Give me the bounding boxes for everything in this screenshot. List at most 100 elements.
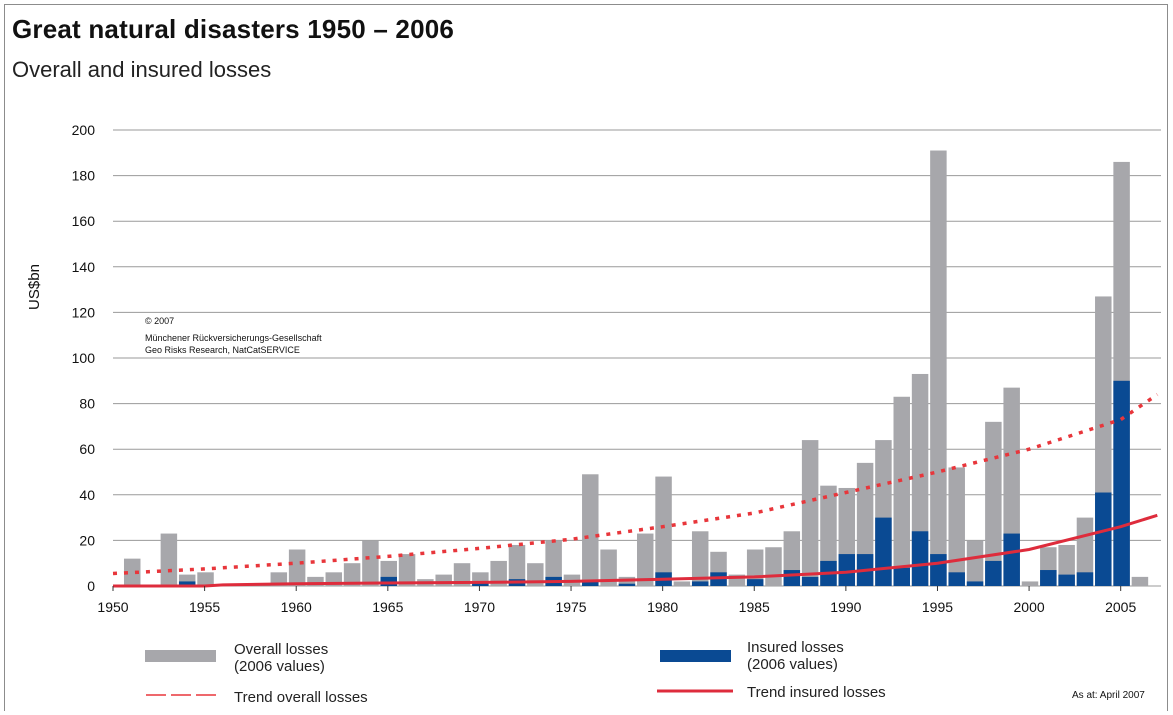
bar-insured <box>783 570 801 586</box>
bar-overall <box>178 574 196 586</box>
trend-insured-line <box>113 513 1158 588</box>
trend-lines <box>112 393 1159 588</box>
x-tick-label: 2005 <box>1105 599 1136 615</box>
y-tick-label: 200 <box>72 122 96 138</box>
bar-overall <box>197 572 214 586</box>
bar-overall <box>930 150 947 586</box>
bar-overall <box>398 554 416 586</box>
bar-insured <box>1095 492 1112 586</box>
bar-insured <box>618 583 636 586</box>
bar-overall <box>508 544 526 586</box>
legend-insured-line1: Insured losses <box>747 639 844 656</box>
bar-overall <box>985 421 1002 586</box>
bar-overall <box>673 581 691 586</box>
legend-insured-label: Insured losses (2006 values) <box>747 639 844 673</box>
y-tick-label: 20 <box>79 532 95 548</box>
chart-title: Great natural disasters 1950 – 2006 <box>12 14 455 44</box>
bar-overall <box>288 549 306 586</box>
x-tick-label: 1960 <box>281 599 312 615</box>
bar-insured <box>1003 533 1020 586</box>
legend-insured-swatch <box>660 650 731 662</box>
legend-overall-line2: (2006 values) <box>234 658 325 675</box>
bar-overall <box>490 560 507 586</box>
y-tick-labels: 0 20 40 60 80 100 120 140 160 180 200 <box>72 122 96 594</box>
copyright-publisher: Münchener Rückversicherungs-Gesellschaft <box>145 333 322 343</box>
as-at-note: As at: April 2007 <box>1072 690 1145 701</box>
bar-insured <box>893 567 910 586</box>
bar-insured <box>801 576 819 586</box>
legend-trend-insured-swatch <box>657 689 733 693</box>
x-tick-label: 1975 <box>555 599 586 615</box>
bar-insured <box>1076 572 1094 586</box>
bar-overall <box>948 467 965 586</box>
bar-insured <box>948 572 965 586</box>
y-tick-label: 60 <box>79 441 95 457</box>
y-tick-label: 0 <box>87 578 95 594</box>
bar-overall <box>1021 581 1039 586</box>
chart-frame <box>4 4 1168 711</box>
trend-overall-line <box>112 393 1159 576</box>
bar-insured <box>966 581 984 586</box>
legend-trend-insured-label: Trend insured losses <box>747 684 886 701</box>
legend-trend-overall-label: Trend overall losses <box>234 689 368 706</box>
bar-insured <box>582 581 599 586</box>
y-tick-label: 100 <box>72 350 96 366</box>
legend-trend-overall-swatch <box>146 694 216 696</box>
bar-insured <box>838 554 856 586</box>
y-tick-label: 40 <box>79 487 95 503</box>
bar-insured <box>930 554 947 586</box>
x-tick-label: 1970 <box>464 599 495 615</box>
x-tick-label: 1950 <box>97 599 128 615</box>
y-axis-label: US$bn <box>26 264 43 310</box>
legend-overall-line1: Overall losses <box>234 641 329 658</box>
x-tick-label: 1985 <box>739 599 770 615</box>
copyright-line: © 2007 <box>145 316 175 326</box>
bar-insured <box>1040 570 1057 586</box>
bar-overall <box>966 540 984 586</box>
bar-insured <box>911 531 929 586</box>
bar-overall <box>1131 576 1149 586</box>
copyright-source: Geo Risks Research, NatCatSERVICE <box>145 345 300 355</box>
bar-overall <box>307 576 324 586</box>
x-tick-label: 1995 <box>922 599 953 615</box>
bar-overall <box>362 540 379 586</box>
bar-insured <box>178 581 196 586</box>
bar-overall <box>435 574 452 586</box>
legend-overall-swatch <box>145 650 216 662</box>
bar-insured <box>380 576 397 586</box>
bar-overall <box>123 558 141 586</box>
bar-overall <box>343 563 361 586</box>
chart-subtitle: Overall and insured losses <box>12 57 272 82</box>
y-tick-label: 180 <box>72 168 96 184</box>
bar-overall <box>801 440 819 586</box>
y-tick-label: 80 <box>79 396 95 412</box>
bar-overall <box>582 474 599 586</box>
bar-overall <box>160 533 178 586</box>
legend-overall-label: Overall losses (2006 values) <box>234 641 328 675</box>
x-tick-label: 2000 <box>1014 599 1045 615</box>
bars <box>123 150 1149 587</box>
bar-insured <box>875 517 892 586</box>
bar-overall <box>893 396 910 586</box>
x-tick-labels: 1950 1955 1960 1965 1970 1975 1980 1985 1990 1995… <box>97 586 1136 615</box>
bar-overall <box>728 574 746 586</box>
bar-overall <box>545 540 562 586</box>
bar-overall <box>637 533 654 586</box>
bar-insured <box>1058 574 1075 586</box>
x-tick-label: 1990 <box>830 599 861 615</box>
bar-insured <box>691 581 709 586</box>
bar-overall <box>691 531 709 586</box>
y-tick-label: 160 <box>72 213 96 229</box>
x-tick-label: 1955 <box>189 599 220 615</box>
x-tick-label: 1965 <box>372 599 403 615</box>
y-tick-label: 140 <box>72 259 96 275</box>
bar-overall <box>453 563 471 586</box>
y-tick-label: 120 <box>72 304 96 320</box>
bar-insured <box>746 579 764 586</box>
bar-overall <box>765 547 782 586</box>
bar-overall <box>600 549 617 586</box>
legend-insured-line2: (2006 values) <box>747 656 838 673</box>
bar-overall <box>655 476 672 586</box>
bar-insured <box>985 560 1002 586</box>
